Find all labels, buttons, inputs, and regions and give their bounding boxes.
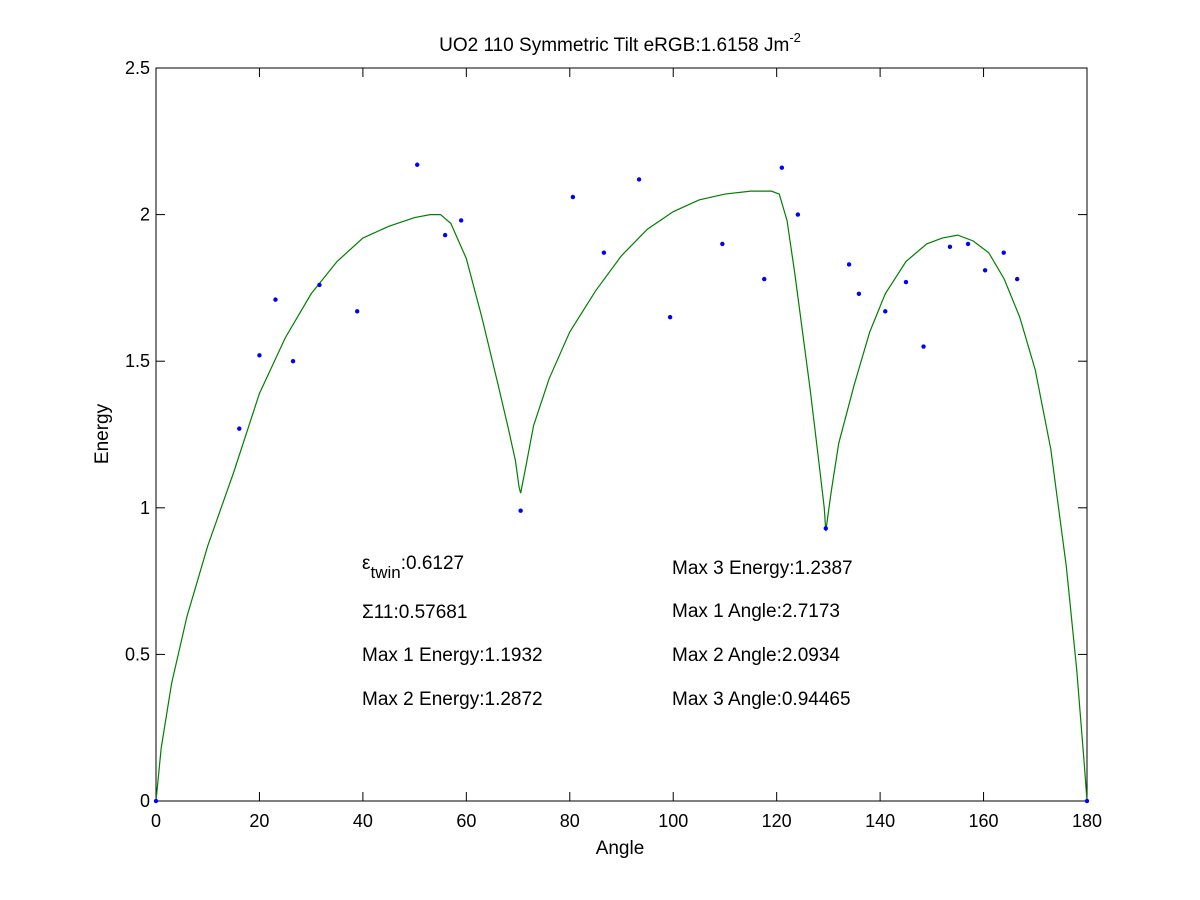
annotation-max1-angle: Max 1 Angle:2.7173 bbox=[672, 601, 840, 622]
data-point bbox=[570, 194, 576, 200]
data-point bbox=[856, 291, 862, 296]
y-tick-label: 1.5 bbox=[125, 351, 150, 371]
data-point bbox=[947, 244, 953, 250]
data-point bbox=[1014, 276, 1020, 282]
data-point bbox=[903, 279, 909, 285]
x-tick-label: 80 bbox=[560, 811, 580, 831]
axes-box bbox=[155, 67, 1088, 802]
data-point bbox=[414, 162, 420, 167]
data-point bbox=[921, 344, 926, 349]
data-point bbox=[720, 241, 725, 247]
data-point bbox=[1084, 798, 1090, 804]
y-axis-ticks: 0 0.5 1 1.5 2 2.5 bbox=[125, 58, 1087, 811]
chart-title: UO2 110 Symmetric Tilt eRGB:1.6158 Jm-2 bbox=[439, 30, 801, 56]
data-point bbox=[779, 165, 785, 170]
x-tick-label: 140 bbox=[865, 811, 895, 831]
data-point bbox=[237, 426, 242, 431]
data-point bbox=[601, 250, 607, 255]
x-tick-label: 60 bbox=[456, 811, 476, 831]
data-point bbox=[518, 508, 523, 513]
data-point bbox=[795, 212, 801, 217]
data-point bbox=[982, 268, 988, 273]
y-axis-label: Energy bbox=[92, 403, 113, 464]
y-tick-label: 0 bbox=[140, 791, 150, 811]
data-point bbox=[442, 232, 448, 238]
data-point bbox=[1001, 250, 1006, 255]
chart-title-main: UO2 110 Symmetric Tilt eRGB:1.6158 Jm bbox=[439, 35, 789, 56]
annotation-max2-energy: Max 2 Energy:1.2872 bbox=[362, 689, 543, 710]
data-point bbox=[317, 282, 322, 288]
annotation-max1-energy: Max 1 Energy:1.1932 bbox=[362, 645, 543, 666]
y-tick-label: 2 bbox=[140, 205, 150, 225]
x-tick-label: 160 bbox=[969, 811, 999, 831]
fit-curve-line bbox=[155, 190, 1088, 802]
x-axis-ticks: 0 20 40 60 80 100 120 140 160 180 bbox=[151, 68, 1102, 831]
y-tick-label: 2.5 bbox=[125, 58, 150, 78]
x-tick-label: 40 bbox=[353, 811, 373, 831]
plot-area: 0 20 40 60 80 100 120 140 160 180 0 0.5 1 1.5 2 2.5 bbox=[125, 58, 1102, 831]
data-point bbox=[667, 315, 673, 320]
chart-title-superscript: -2 bbox=[789, 30, 801, 45]
data-point bbox=[458, 218, 464, 223]
annotation-max3-angle: Max 3 Angle:0.94465 bbox=[672, 689, 851, 710]
y-tick-label: 0.5 bbox=[125, 644, 150, 664]
data-point bbox=[823, 526, 829, 531]
y-tick-label: 1 bbox=[140, 498, 150, 518]
x-tick-label: 180 bbox=[1072, 811, 1102, 831]
annotation-max2-angle: Max 2 Angle:2.0934 bbox=[672, 645, 840, 666]
data-point bbox=[257, 353, 262, 358]
data-point bbox=[846, 262, 852, 267]
data-point bbox=[354, 309, 360, 314]
x-tick-label: 0 bbox=[151, 811, 161, 831]
x-tick-label: 20 bbox=[249, 811, 269, 831]
annotation-eps-twin-symbol: ε bbox=[362, 553, 371, 574]
data-point bbox=[153, 798, 159, 804]
data-point bbox=[273, 297, 278, 302]
data-point bbox=[636, 177, 642, 182]
annotation-sigma-11: Σ11:0.57681 bbox=[362, 602, 467, 623]
annotation-eps-twin-value: :0.6127 bbox=[401, 553, 464, 574]
annotation-max3-energy: Max 3 Energy:1.2387 bbox=[672, 558, 853, 579]
data-points bbox=[153, 162, 1090, 804]
annotation-eps-twin-subscript: twin bbox=[370, 563, 400, 582]
data-point bbox=[883, 309, 888, 314]
x-tick-label: 100 bbox=[658, 811, 688, 831]
annotation-eps-twin: εtwin:0.6127 bbox=[362, 553, 464, 582]
data-point bbox=[965, 241, 971, 247]
x-axis-label: Angle bbox=[596, 838, 645, 859]
data-point bbox=[290, 359, 296, 364]
data-point bbox=[762, 276, 767, 282]
annotations: εtwin:0.6127 Σ11:0.57681 Max 1 Energy:1.… bbox=[362, 553, 853, 710]
x-tick-label: 120 bbox=[762, 811, 792, 831]
